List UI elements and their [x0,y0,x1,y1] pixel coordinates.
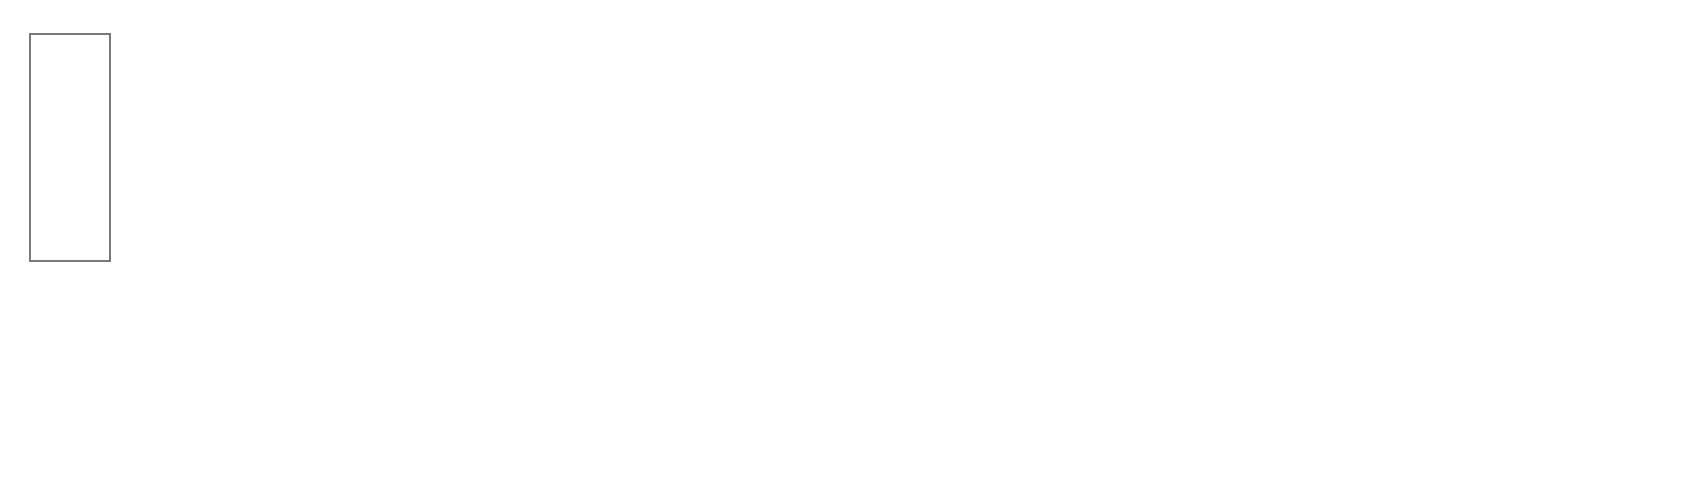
legend-box [29,33,111,262]
